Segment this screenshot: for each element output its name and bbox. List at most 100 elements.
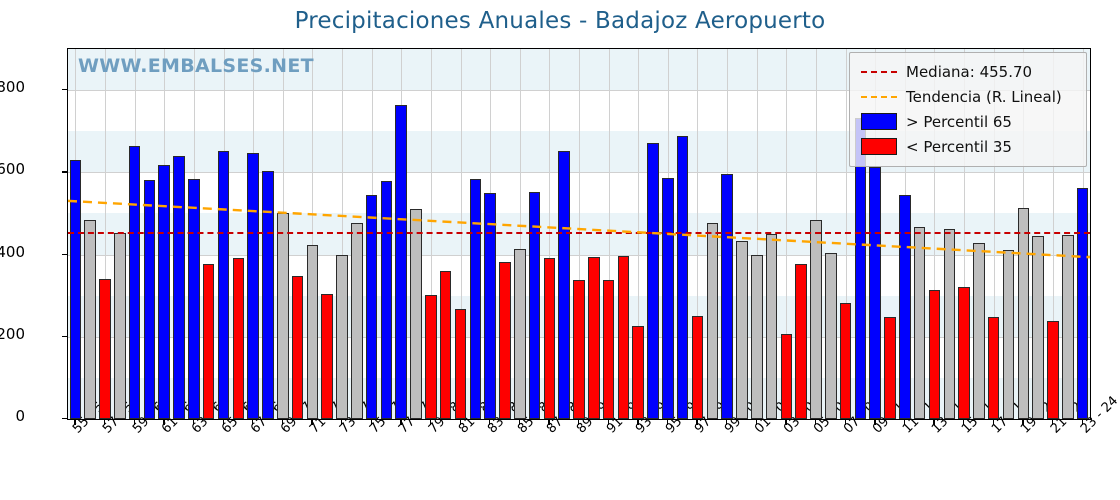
bar <box>543 258 556 419</box>
x-axis-tick-mark <box>933 420 935 425</box>
legend-swatch-icon <box>858 138 900 155</box>
y-axis-tick-mark <box>62 171 67 173</box>
bar <box>913 227 926 419</box>
bar <box>291 275 304 419</box>
bar-swatch-icon <box>861 138 897 155</box>
y-axis-tick-mark <box>62 89 67 91</box>
bar <box>602 280 615 419</box>
dashed-line-icon <box>861 70 897 73</box>
legend-dashed-line-icon <box>858 95 900 98</box>
bar <box>321 294 333 419</box>
x-axis-tick-mark <box>281 420 284 425</box>
x-axis-tick-mark <box>548 420 550 425</box>
x-axis-tick-mark <box>963 420 965 425</box>
bar <box>1017 208 1030 419</box>
bar-swatch-icon <box>861 113 897 130</box>
bar <box>217 151 230 419</box>
legend-item: Mediana: 455.70 <box>858 59 1078 84</box>
bar <box>232 258 245 419</box>
x-axis-tick-mark <box>370 420 372 425</box>
bar <box>173 155 185 419</box>
x-axis-tick-mark <box>74 420 76 425</box>
x-axis-tick-mark <box>518 420 521 425</box>
legend-item: > Percentil 65 <box>858 109 1078 134</box>
watermark: WWW.EMBALSES.NET <box>78 55 314 77</box>
bar <box>973 243 985 419</box>
bar <box>647 143 659 419</box>
x-axis-tick-mark <box>992 420 995 425</box>
bar <box>706 222 719 419</box>
x-axis-tick-mark <box>400 420 402 425</box>
bar <box>869 167 881 419</box>
bar <box>632 326 645 419</box>
x-axis-tick-mark <box>637 420 639 425</box>
bar <box>425 294 437 419</box>
y-axis-tick-label: 200 <box>0 324 25 343</box>
x-axis-tick-mark <box>607 420 609 425</box>
x-axis-tick-mark <box>844 420 846 425</box>
bar <box>247 153 259 419</box>
bar <box>262 171 274 419</box>
page-title: Precipitaciones Anuales - Badajoz Aeropu… <box>294 8 826 34</box>
bar <box>84 220 96 419</box>
y-axis-tick-label: 400 <box>0 242 25 261</box>
bar <box>884 317 896 419</box>
legend-item: Tendencia (R. Lineal) <box>858 84 1078 109</box>
bar <box>662 178 674 419</box>
bar <box>795 264 807 419</box>
bar <box>395 104 408 419</box>
bar <box>469 178 482 419</box>
bar <box>202 264 215 419</box>
bar <box>1047 320 1059 419</box>
bar <box>158 164 171 419</box>
bar <box>528 192 541 419</box>
bar <box>750 255 763 419</box>
bar <box>573 279 585 419</box>
x-axis-tick-mark <box>666 420 669 425</box>
bar <box>676 136 689 419</box>
bar <box>987 317 1000 419</box>
bar <box>721 174 733 419</box>
x-axis-tick-mark <box>192 420 195 425</box>
bar <box>410 208 422 419</box>
bar <box>1062 235 1074 419</box>
bar <box>143 180 156 419</box>
x-axis-tick-mark <box>459 420 461 425</box>
y-axis-tick-label: 0 <box>15 407 25 425</box>
bar <box>99 278 111 419</box>
bar <box>69 160 82 419</box>
legend-item: < Percentil 35 <box>858 134 1078 159</box>
x-axis-tick-mark <box>1051 420 1054 425</box>
bar <box>306 244 319 419</box>
bar <box>128 145 141 419</box>
y-axis-tick-mark <box>62 335 67 338</box>
legend: Mediana: 455.70 Tendencia (R. Lineal) > Pe… <box>849 52 1087 167</box>
x-axis-tick-mark <box>429 420 432 425</box>
y-axis-tick-label: 600 <box>0 160 25 179</box>
bar <box>825 252 837 419</box>
x-axis-tick-mark <box>1022 420 1024 425</box>
x-axis-tick-mark <box>104 420 106 425</box>
legend-dashed-line-icon <box>858 70 900 73</box>
x-axis-tick-mark <box>252 420 254 425</box>
bar <box>365 195 378 419</box>
bar <box>810 220 822 419</box>
dashed-line-icon <box>861 95 897 98</box>
bar <box>558 150 570 419</box>
bar <box>336 255 348 419</box>
x-axis-tick-mark <box>1081 420 1083 425</box>
bar <box>1076 188 1089 419</box>
legend-item-label: Tendencia (R. Lineal) <box>906 87 1062 106</box>
bar <box>588 257 600 419</box>
bar <box>380 180 393 419</box>
legend-item-label: Mediana: 455.70 <box>906 62 1033 81</box>
bar <box>899 194 911 419</box>
bar <box>1032 236 1044 419</box>
y-axis-tick-mark <box>62 418 67 420</box>
bar <box>499 262 511 419</box>
x-axis-tick-mark <box>489 420 491 425</box>
bar <box>1002 250 1015 419</box>
legend-item-label: < Percentil 35 <box>906 137 1012 156</box>
legend-item-label: > Percentil 65 <box>906 112 1012 131</box>
y-axis-tick-label: 800 <box>0 78 25 97</box>
